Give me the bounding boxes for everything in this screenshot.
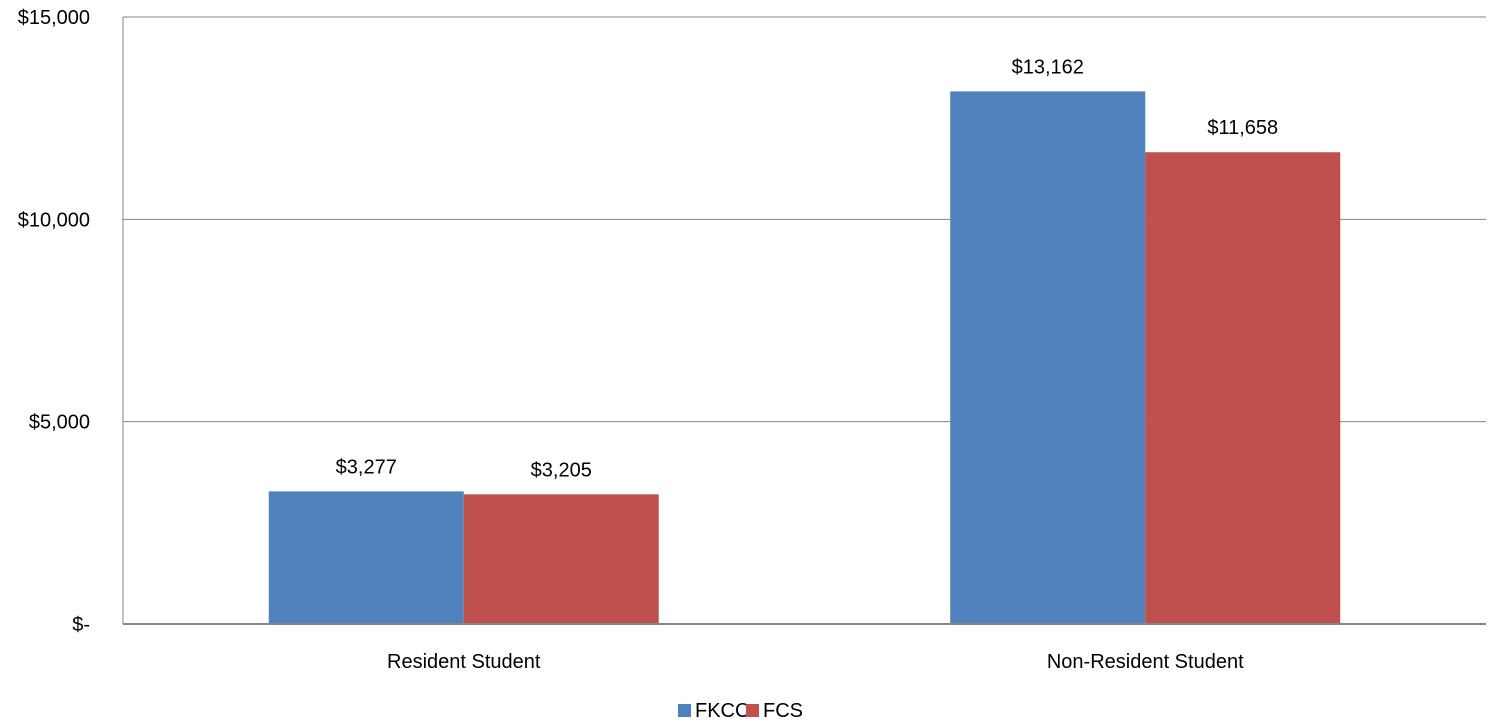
data-labels: $3,277 $3,205 $13,162 $11,658 [336, 56, 1278, 481]
data-label: $3,205 [531, 459, 592, 481]
y-tick-label: $- [72, 614, 90, 636]
bar [463, 494, 659, 624]
y-tick-label: $15,000 [18, 7, 90, 29]
data-label: $3,277 [336, 456, 397, 478]
legend-label: FKCC [695, 700, 749, 722]
y-tick-label: $10,000 [18, 209, 90, 231]
data-label: $11,658 [1207, 117, 1278, 139]
bar [268, 491, 464, 624]
bar [1145, 152, 1341, 624]
bar [950, 91, 1146, 624]
legend: FKCC FCS [678, 700, 803, 722]
axes: $- $5,000 $10,000 $15,000 Resident Student No… [18, 7, 1486, 673]
data-label: $13,162 [1012, 56, 1084, 78]
legend-label: FCS [763, 700, 803, 722]
legend-swatch [678, 704, 691, 717]
bars [268, 91, 1341, 624]
x-category-label: Non-Resident Student [1047, 651, 1244, 673]
legend-swatch [746, 704, 759, 717]
y-tick-label: $5,000 [29, 412, 90, 434]
x-category-label: Resident Student [387, 651, 541, 673]
